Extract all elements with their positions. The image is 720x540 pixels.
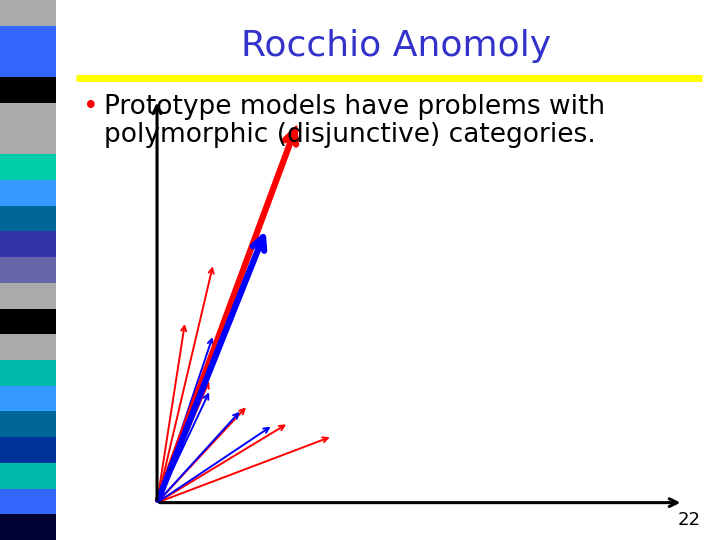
FancyArrowPatch shape [158,394,208,500]
FancyArrowPatch shape [160,437,328,502]
Text: Prototype models have problems with: Prototype models have problems with [104,94,606,120]
FancyArrowPatch shape [159,409,245,501]
FancyArrowPatch shape [158,126,297,500]
FancyArrowPatch shape [158,339,212,500]
FancyArrowPatch shape [159,413,238,501]
Text: •: • [83,94,99,120]
FancyArrowPatch shape [158,268,214,500]
Text: Rocchio Anomoly: Rocchio Anomoly [241,29,551,63]
FancyArrowPatch shape [158,237,264,500]
FancyArrowPatch shape [158,326,186,500]
Text: 22: 22 [678,511,701,529]
FancyArrowPatch shape [159,426,284,501]
FancyArrowPatch shape [158,131,296,500]
Text: polymorphic (disjunctive) categories.: polymorphic (disjunctive) categories. [104,122,596,147]
FancyArrowPatch shape [158,383,209,500]
FancyArrowPatch shape [159,428,269,501]
